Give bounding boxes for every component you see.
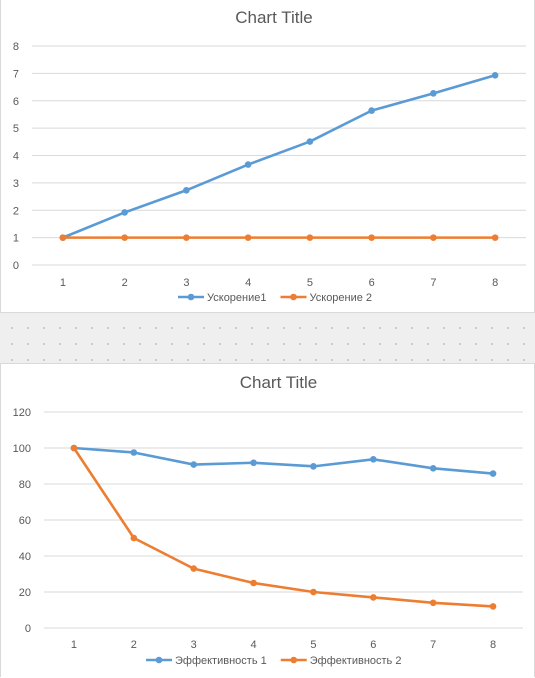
data-point [430, 90, 437, 97]
legend-marker [290, 293, 297, 301]
y-tick-label: 1 [13, 233, 19, 245]
chart-panel-efficiency: Chart Title 0 20 40 60 80 100 120 1 2 3 4 5 6 7 8 Эффект… [0, 363, 535, 677]
data-point [310, 588, 317, 596]
data-point [121, 234, 128, 241]
data-point [70, 444, 78, 452]
y-tick-label: 8 [13, 41, 19, 53]
data-point [430, 234, 437, 241]
sheet-separator [0, 313, 535, 363]
legend-label: Эффективность 2 [310, 655, 402, 667]
data-point [429, 599, 437, 607]
efficiency-chart: Chart Title 0 20 40 60 80 100 120 1 2 3 4 5 6 7 8 Эффект… [13, 373, 523, 667]
x-tick-label: 8 [490, 639, 496, 651]
data-point [370, 594, 377, 601]
x-tick-label: 1 [71, 639, 77, 651]
series-line [72, 447, 494, 608]
data-point [370, 456, 377, 463]
data-point [183, 186, 190, 194]
x-tick-label: 6 [369, 277, 375, 289]
x-tick-label: 2 [122, 277, 128, 289]
chart-title: Chart Title [235, 8, 312, 27]
y-tick-label: 6 [13, 96, 19, 108]
x-tick-label: 7 [430, 277, 436, 289]
y-tick-label: 3 [13, 178, 19, 190]
speedup-chart: Chart Title 0 1 2 3 4 5 6 7 8 1 2 3 4 5 6 7 8 Ускорение1 Ус… [13, 8, 526, 304]
data-point [244, 234, 252, 241]
data-point [489, 470, 497, 477]
data-point [250, 579, 257, 587]
data-point [310, 463, 317, 470]
chart-title: Chart Title [240, 373, 317, 392]
data-point [130, 449, 138, 456]
data-point [190, 565, 197, 572]
y-tick-label: 2 [13, 205, 19, 217]
y-tick-label: 100 [13, 443, 31, 455]
data-point [368, 234, 375, 241]
data-point [190, 461, 197, 468]
x-tick-label: 2 [131, 639, 137, 651]
y-tick-label: 0 [13, 260, 19, 272]
x-tick-label: 4 [251, 639, 257, 651]
legend-entry: Ускорение1 [178, 292, 267, 304]
legend-entry: Эффективность 2 [280, 655, 402, 667]
series-line [62, 74, 496, 239]
x-tick-label: 4 [245, 277, 251, 289]
x-tick-label: 1 [60, 277, 66, 289]
data-point [306, 138, 314, 145]
y-tick-label: 5 [13, 123, 19, 135]
data-point [183, 234, 190, 241]
data-point [130, 534, 138, 542]
chart-panel-speedup: Chart Title 0 1 2 3 4 5 6 7 8 1 2 3 4 5 6 7 8 Ускорение1 Ус… [0, 0, 535, 313]
y-tick-label: 40 [19, 551, 31, 563]
series-line [73, 446, 494, 475]
legend-marker [187, 293, 195, 301]
x-tick-label: 6 [370, 639, 376, 651]
legend-label: Ускорение 2 [310, 292, 373, 304]
y-tick-label: 7 [13, 68, 19, 80]
data-point [491, 71, 499, 79]
data-point [368, 107, 375, 114]
x-tick-label: 7 [430, 639, 436, 651]
data-point [306, 234, 314, 241]
legend-label: Ускорение1 [207, 292, 267, 304]
data-point [429, 465, 437, 472]
data-point [489, 603, 497, 610]
data-point [491, 234, 499, 241]
data-point [250, 459, 257, 467]
legend-entry: Ускорение 2 [280, 292, 373, 304]
legend-marker [155, 656, 163, 664]
legend-label: Эффективность 1 [175, 655, 267, 667]
x-tick-label: 8 [492, 277, 498, 289]
legend-marker [290, 656, 298, 664]
y-tick-label: 4 [13, 151, 19, 163]
y-tick-label: 80 [19, 479, 31, 491]
x-tick-label: 3 [191, 639, 197, 651]
data-point [121, 209, 128, 216]
x-tick-label: 5 [310, 639, 316, 651]
x-tick-label: 5 [307, 277, 313, 289]
legend-entry: Эффективность 1 [146, 655, 267, 667]
y-tick-label: 0 [25, 623, 31, 635]
y-tick-label: 120 [13, 407, 31, 419]
data-point [244, 161, 252, 168]
x-tick-label: 3 [183, 277, 189, 289]
data-point [59, 234, 67, 241]
y-tick-label: 60 [19, 515, 31, 527]
y-tick-label: 20 [19, 587, 31, 599]
